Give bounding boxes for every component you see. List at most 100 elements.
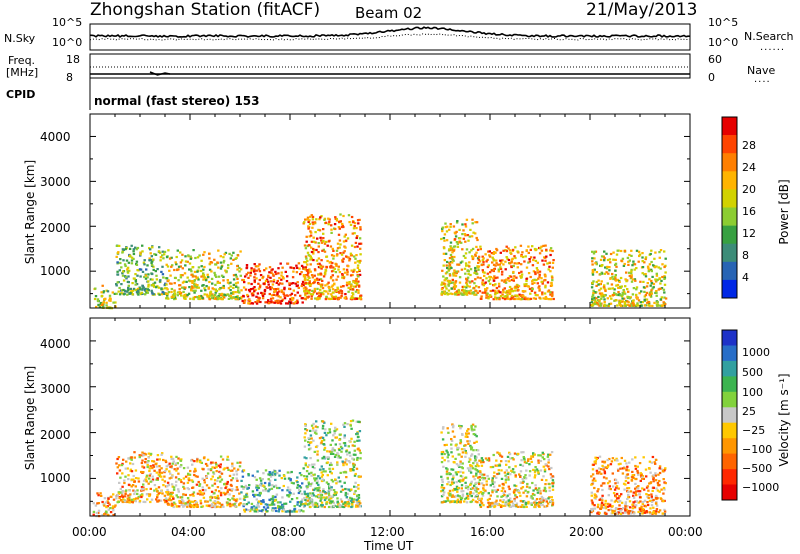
echo-pixel: [226, 455, 229, 458]
echo-pixel: [312, 422, 315, 425]
echo-pixel: [172, 505, 175, 509]
echo-pixel: [538, 275, 541, 279]
echo-pixel: [512, 490, 516, 494]
echo-pixel: [480, 263, 483, 267]
echo-pixel: [461, 233, 464, 236]
echo-pixel: [310, 474, 313, 477]
echo-pixel: [634, 500, 637, 503]
echo-pixel: [327, 240, 331, 243]
echo-pixel: [147, 273, 150, 276]
echo-pixel: [290, 481, 294, 484]
echo-pixel: [330, 488, 333, 491]
echo-pixel: [620, 285, 623, 288]
echo-pixel: [489, 276, 493, 279]
echo-pixel: [621, 297, 624, 300]
echo-pixel: [115, 255, 118, 258]
echo-pixel: [475, 493, 479, 496]
echo-pixel: [350, 497, 353, 500]
echo-pixel: [236, 461, 239, 464]
echo-pixel: [175, 263, 178, 266]
echo-pixel: [156, 268, 159, 271]
echo-pixel: [315, 482, 319, 485]
echo-pixel: [154, 270, 157, 273]
echo-pixel: [659, 249, 663, 252]
echo-pixel: [662, 301, 665, 304]
echo-pixel: [208, 262, 212, 265]
echo-pixel: [187, 499, 191, 502]
echo-pixel: [325, 481, 329, 484]
echo-pixel: [593, 250, 596, 253]
echo-pixel: [206, 458, 210, 461]
echo-pixel: [150, 480, 154, 483]
echo-pixel: [619, 512, 623, 515]
echo-pixel: [614, 263, 617, 267]
echo-pixel: [165, 287, 168, 290]
echo-pixel: [533, 256, 536, 259]
echo-pixel: [231, 462, 234, 465]
echo-pixel: [496, 291, 499, 295]
echo-pixel: [441, 427, 445, 430]
echo-pixel: [615, 279, 618, 282]
echo-pixel: [216, 261, 219, 264]
echo-pixel: [325, 295, 328, 298]
echo-pixel: [319, 236, 322, 239]
echo-pixel: [199, 459, 202, 462]
echo-pixel: [248, 484, 251, 487]
echo-pixel: [615, 512, 619, 515]
echo-pixel: [542, 465, 545, 468]
echo-pixel: [449, 292, 453, 295]
echo-pixel: [187, 488, 191, 491]
echo-pixel: [327, 456, 330, 459]
echo-pixel: [456, 270, 460, 273]
echo-pixel: [187, 504, 190, 507]
echo-pixel: [301, 482, 304, 485]
echo-pixel: [109, 511, 113, 514]
echo-pixel: [277, 510, 280, 513]
echo-pixel: [251, 474, 254, 477]
echo-pixel: [464, 435, 467, 438]
echo-pixel: [611, 505, 614, 508]
echo-pixel: [461, 285, 464, 288]
echo-pixel: [233, 467, 236, 470]
echo-pixel: [635, 288, 638, 291]
echo-pixel: [142, 483, 145, 486]
echo-pixel: [330, 500, 333, 503]
echo-pixel: [304, 218, 307, 221]
echo-pixel: [123, 495, 127, 498]
echo-pixel: [251, 490, 255, 493]
echo-pixel: [500, 477, 504, 480]
echo-pixel: [525, 505, 528, 508]
echo-pixel: [116, 281, 119, 284]
echo-pixel: [325, 255, 329, 258]
echo-pixel: [466, 467, 470, 470]
echo-pixel: [147, 280, 150, 283]
echo-pixel: [655, 291, 658, 294]
echo-pixel: [214, 263, 218, 266]
echo-pixel: [534, 503, 537, 506]
echo-pixel: [454, 293, 457, 296]
echo-pixel: [464, 497, 467, 501]
echo-pixel: [330, 422, 333, 425]
echo-pixel: [316, 298, 319, 301]
echo-pixel: [159, 256, 163, 259]
echo-pixel: [600, 292, 604, 295]
echo-pixel: [534, 271, 537, 274]
echo-pixel: [309, 293, 313, 296]
echo-pixel: [524, 296, 527, 299]
echo-pixel: [260, 509, 263, 512]
echo-pixel: [504, 249, 507, 252]
echo-pixel: [205, 484, 209, 487]
echo-pixel: [179, 496, 182, 499]
echo-pixel: [268, 271, 271, 274]
echo-pixel: [483, 274, 486, 277]
echo-pixel: [531, 481, 534, 485]
echo-pixel: [148, 474, 151, 477]
echo-pixel: [475, 236, 478, 240]
echo-pixel: [300, 264, 304, 267]
echo-pixel: [458, 240, 461, 243]
echo-pixel: [195, 483, 199, 486]
echo-pixel: [205, 293, 209, 296]
echo-pixel: [345, 463, 348, 466]
echo-pixel: [473, 428, 476, 431]
echo-pixel: [453, 495, 456, 498]
